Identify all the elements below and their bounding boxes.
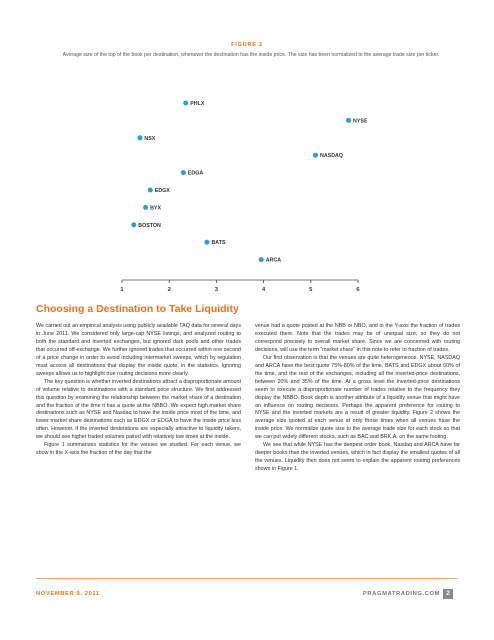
point-label-bats: BATS <box>211 240 225 246</box>
x-tick-label-5: 5 <box>309 287 313 293</box>
section-title: Choosing a Destination to Take Liquidity <box>36 303 239 315</box>
point-label-phlx: PHLX <box>190 101 205 107</box>
point-label-boston: BOSTON <box>138 223 161 229</box>
point-boston <box>131 222 137 228</box>
point-label-edga: EDGA <box>188 171 203 177</box>
dot-plot-chart: PHLX NYSE NSX NASDAQ EDGA EDGX BYX BOSTON BATS AR… <box>120 100 368 293</box>
body-column-left: We carried out an empirical analysis usi… <box>36 323 241 458</box>
point-nasdaq <box>313 152 319 158</box>
paragraph: The key question is whether inverted des… <box>36 378 241 441</box>
figure-label: FIGURE 2 <box>231 42 263 48</box>
paragraph: We see that while NYSE has the deepest o… <box>255 442 460 473</box>
paragraph: venue had a quote posted at the NBB or N… <box>255 323 460 353</box>
point-label-edgx: EDGX <box>155 188 170 194</box>
page-number: 2 <box>443 589 453 599</box>
x-tick-label-4: 4 <box>262 287 266 293</box>
point-byx <box>143 204 149 210</box>
figure-caption: Average size of the top of the book per … <box>62 52 440 58</box>
footer-site: PRAGMATRADING.COM <box>362 591 440 597</box>
point-edgx <box>147 187 153 193</box>
x-tick-label-1: 1 <box>120 287 124 293</box>
point-label-nasdaq: NASDAQ <box>320 153 343 159</box>
point-label-byx: BYX <box>150 205 161 211</box>
x-tick-label-3: 3 <box>215 287 219 293</box>
point-nsx <box>137 135 143 141</box>
paragraph: Figure 1 summarizes statistics for the v… <box>36 442 241 457</box>
point-label-arca: ARCA <box>266 258 281 264</box>
point-edga <box>180 170 186 176</box>
paragraph: Our first observation is that the venues… <box>255 354 460 441</box>
paragraph: We carried out an empirical analysis usi… <box>36 323 241 377</box>
footer-divider <box>36 578 458 579</box>
point-bats <box>204 239 210 245</box>
point-label-nsx: NSX <box>144 136 155 142</box>
point-phlx <box>183 100 189 106</box>
point-label-nyse: NYSE <box>353 118 368 124</box>
body-column-right: venue had a quote posted at the NBB or N… <box>255 323 460 474</box>
point-nyse <box>346 117 352 123</box>
point-arca <box>258 257 264 263</box>
footer-date: NOVEMBER 9, 2011 <box>36 591 100 597</box>
x-tick-label-2: 2 <box>168 287 171 293</box>
x-tick-label-6: 6 <box>356 287 360 293</box>
